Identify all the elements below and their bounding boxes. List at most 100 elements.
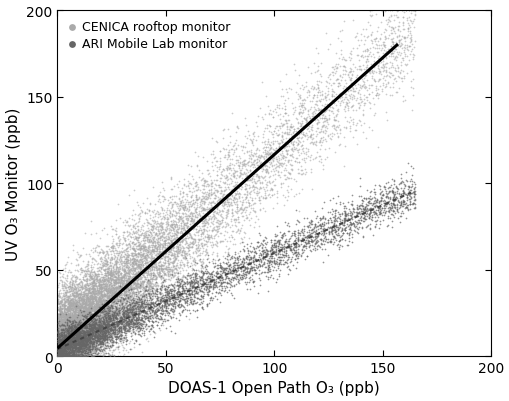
CENICA rooftop monitor (277, 138, 285, 145)
ARI Mobile Lab monitor (115, 329, 123, 335)
CENICA rooftop monitor (59, 351, 67, 358)
ARI Mobile Lab monitor (86, 326, 94, 333)
CENICA rooftop monitor (108, 273, 116, 279)
ARI Mobile Lab monitor (56, 353, 65, 359)
CENICA rooftop monitor (383, 17, 391, 24)
CENICA rooftop monitor (301, 117, 309, 124)
CENICA rooftop monitor (114, 323, 122, 330)
CENICA rooftop monitor (70, 304, 78, 310)
CENICA rooftop monitor (101, 340, 109, 346)
ARI Mobile Lab monitor (118, 326, 126, 332)
CENICA rooftop monitor (90, 301, 98, 308)
CENICA rooftop monitor (152, 267, 160, 273)
ARI Mobile Lab monitor (303, 235, 311, 242)
CENICA rooftop monitor (61, 340, 69, 346)
ARI Mobile Lab monitor (55, 353, 63, 359)
ARI Mobile Lab monitor (375, 208, 383, 215)
CENICA rooftop monitor (68, 311, 76, 318)
CENICA rooftop monitor (187, 201, 195, 208)
CENICA rooftop monitor (180, 221, 188, 227)
ARI Mobile Lab monitor (211, 279, 219, 286)
CENICA rooftop monitor (205, 271, 213, 277)
CENICA rooftop monitor (161, 278, 169, 284)
ARI Mobile Lab monitor (325, 215, 333, 222)
CENICA rooftop monitor (67, 353, 75, 359)
CENICA rooftop monitor (279, 122, 288, 128)
ARI Mobile Lab monitor (285, 243, 293, 249)
ARI Mobile Lab monitor (197, 284, 205, 290)
ARI Mobile Lab monitor (123, 310, 131, 317)
CENICA rooftop monitor (238, 239, 246, 245)
CENICA rooftop monitor (161, 228, 169, 234)
CENICA rooftop monitor (80, 319, 88, 325)
CENICA rooftop monitor (164, 245, 173, 251)
CENICA rooftop monitor (62, 317, 70, 323)
CENICA rooftop monitor (168, 251, 176, 257)
ARI Mobile Lab monitor (75, 341, 83, 348)
CENICA rooftop monitor (77, 328, 86, 334)
CENICA rooftop monitor (60, 353, 68, 359)
CENICA rooftop monitor (94, 288, 102, 295)
CENICA rooftop monitor (163, 253, 171, 259)
CENICA rooftop monitor (66, 339, 74, 346)
CENICA rooftop monitor (81, 330, 90, 336)
CENICA rooftop monitor (61, 306, 69, 312)
CENICA rooftop monitor (122, 306, 130, 313)
CENICA rooftop monitor (69, 300, 77, 307)
ARI Mobile Lab monitor (87, 340, 95, 346)
ARI Mobile Lab monitor (124, 313, 132, 319)
ARI Mobile Lab monitor (158, 307, 166, 314)
CENICA rooftop monitor (191, 209, 200, 215)
CENICA rooftop monitor (69, 353, 77, 359)
CENICA rooftop monitor (65, 336, 73, 343)
CENICA rooftop monitor (126, 303, 134, 309)
CENICA rooftop monitor (63, 293, 71, 300)
CENICA rooftop monitor (96, 315, 104, 321)
CENICA rooftop monitor (142, 265, 150, 271)
CENICA rooftop monitor (154, 209, 162, 215)
CENICA rooftop monitor (377, 87, 385, 93)
CENICA rooftop monitor (155, 232, 163, 238)
CENICA rooftop monitor (216, 189, 224, 195)
ARI Mobile Lab monitor (267, 245, 275, 252)
CENICA rooftop monitor (77, 350, 85, 357)
CENICA rooftop monitor (122, 318, 130, 325)
ARI Mobile Lab monitor (343, 199, 351, 206)
CENICA rooftop monitor (131, 300, 139, 307)
CENICA rooftop monitor (204, 233, 212, 239)
CENICA rooftop monitor (79, 326, 88, 332)
CENICA rooftop monitor (256, 105, 264, 112)
ARI Mobile Lab monitor (266, 257, 274, 264)
ARI Mobile Lab monitor (310, 231, 318, 237)
CENICA rooftop monitor (54, 326, 62, 332)
CENICA rooftop monitor (151, 242, 159, 248)
CENICA rooftop monitor (153, 265, 161, 271)
ARI Mobile Lab monitor (390, 204, 398, 211)
CENICA rooftop monitor (126, 262, 134, 268)
CENICA rooftop monitor (77, 290, 85, 296)
CENICA rooftop monitor (383, 81, 391, 87)
CENICA rooftop monitor (146, 283, 154, 289)
CENICA rooftop monitor (171, 230, 179, 237)
CENICA rooftop monitor (180, 249, 188, 255)
ARI Mobile Lab monitor (199, 279, 207, 286)
CENICA rooftop monitor (84, 330, 93, 336)
CENICA rooftop monitor (233, 210, 241, 217)
CENICA rooftop monitor (102, 304, 110, 310)
CENICA rooftop monitor (178, 194, 186, 200)
CENICA rooftop monitor (193, 196, 201, 203)
ARI Mobile Lab monitor (68, 348, 76, 354)
CENICA rooftop monitor (57, 353, 65, 359)
CENICA rooftop monitor (259, 154, 267, 160)
CENICA rooftop monitor (107, 244, 115, 250)
CENICA rooftop monitor (211, 238, 219, 245)
ARI Mobile Lab monitor (184, 270, 192, 277)
ARI Mobile Lab monitor (273, 237, 281, 243)
ARI Mobile Lab monitor (55, 344, 64, 350)
CENICA rooftop monitor (225, 195, 234, 201)
ARI Mobile Lab monitor (93, 324, 101, 330)
ARI Mobile Lab monitor (59, 350, 67, 357)
CENICA rooftop monitor (124, 292, 132, 298)
CENICA rooftop monitor (71, 353, 79, 359)
ARI Mobile Lab monitor (334, 223, 342, 229)
